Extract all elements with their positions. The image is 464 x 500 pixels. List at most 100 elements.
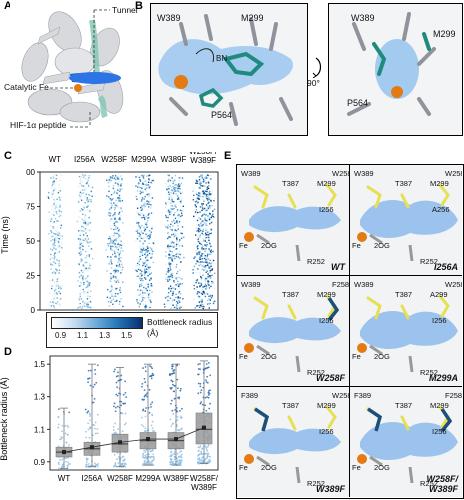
scatter-point — [208, 208, 210, 210]
scatter-point — [56, 212, 58, 215]
scatter-point — [136, 238, 139, 240]
jitter-point — [199, 402, 202, 405]
jitter-point — [85, 459, 88, 462]
jitter-point — [85, 430, 87, 433]
tunnel-surface — [360, 422, 458, 460]
scatter-point — [202, 203, 205, 205]
jitter-point — [89, 413, 92, 416]
jitter-point — [173, 458, 176, 461]
scatter-point — [167, 295, 170, 298]
scatter-point — [193, 200, 195, 203]
scatter-point — [54, 262, 57, 265]
scatter-point — [180, 212, 183, 214]
jitter-point — [206, 453, 209, 456]
scatter-point — [87, 281, 89, 283]
scatter-point — [196, 291, 199, 293]
scatter-point — [175, 206, 177, 208]
scatter-point — [119, 289, 121, 291]
scatter-point — [202, 198, 204, 200]
scatter-point — [86, 277, 89, 279]
jitter-point — [67, 464, 69, 467]
scatter-point — [113, 276, 115, 278]
scatter-point — [87, 267, 89, 269]
jitter-point — [149, 448, 151, 451]
jitter-point — [64, 432, 67, 435]
scatter-point — [167, 174, 169, 176]
scatter-point — [52, 243, 54, 246]
scatter-point — [147, 296, 150, 299]
scatter-point — [53, 202, 55, 205]
scatter-point — [176, 220, 178, 222]
scatter-point — [172, 264, 175, 266]
residue-stick — [325, 405, 337, 429]
scatter-point — [111, 263, 113, 265]
residue-label: W258 — [445, 280, 462, 289]
xlabel-d: WT — [58, 474, 71, 483]
scatter-point — [56, 280, 58, 283]
scatter-point — [208, 198, 210, 200]
scatter-point — [167, 180, 169, 183]
scatter-point — [176, 300, 178, 303]
jitter-point — [152, 453, 155, 456]
scatter-point — [167, 280, 169, 282]
jitter-point — [68, 411, 71, 414]
scatter-point — [110, 199, 113, 202]
jitter-point — [60, 436, 63, 438]
scatter-point — [49, 219, 51, 221]
scatter-point — [114, 208, 116, 211]
scatter-point — [51, 181, 54, 184]
scatter-point — [208, 239, 210, 242]
scatter-point — [58, 209, 60, 212]
scatter-point — [112, 245, 114, 248]
scatter-point — [175, 229, 178, 232]
scatter-point — [165, 226, 167, 228]
hif-peptide-label: HIF-1α peptide — [10, 120, 67, 130]
scatter-point — [84, 262, 86, 265]
scatter-point — [79, 234, 81, 237]
scatter-point — [201, 203, 203, 205]
scatter-point — [137, 232, 139, 234]
scatter-point — [203, 207, 206, 210]
scatter-point — [206, 187, 208, 190]
grey-stick — [369, 455, 383, 467]
jitter-point — [117, 428, 120, 430]
scatter-point — [112, 253, 114, 256]
scatter-point — [180, 215, 182, 218]
scatter-point — [146, 200, 148, 202]
scatter-point — [121, 262, 124, 265]
jitter-point — [197, 446, 200, 449]
scatter-point — [164, 306, 166, 308]
scatter-point — [209, 302, 212, 304]
scatter-point — [111, 204, 113, 207]
scatter-point — [81, 307, 83, 310]
scatter-point — [207, 282, 209, 284]
scatter-point — [177, 284, 179, 287]
scatter-point — [88, 183, 90, 186]
scatter-point — [115, 248, 117, 250]
scatter-point — [55, 268, 57, 270]
scatter-point — [165, 251, 167, 253]
scatter-point — [203, 264, 206, 267]
scatter-point — [143, 185, 145, 188]
jitter-point — [68, 444, 70, 446]
scatter-point — [58, 245, 60, 248]
scatter-point — [109, 215, 111, 217]
scatter-point — [200, 184, 202, 187]
scatter-point — [171, 197, 173, 199]
scatter-point — [145, 304, 147, 307]
jitter-point — [205, 448, 208, 451]
scatter-point — [203, 253, 205, 255]
scatter-point — [147, 298, 150, 301]
scatter-point — [146, 245, 149, 248]
scatter-point — [166, 188, 168, 191]
scatter-point — [193, 265, 196, 268]
residue-label: I256 — [319, 316, 334, 325]
scatter-point — [86, 197, 88, 199]
scatter-point — [173, 255, 175, 257]
scatter-point — [178, 304, 181, 307]
scatter-point — [168, 198, 170, 200]
scatter-point — [58, 238, 61, 240]
scatter-point — [139, 273, 141, 275]
scatter-point — [110, 299, 112, 302]
jitter-point — [176, 419, 179, 421]
